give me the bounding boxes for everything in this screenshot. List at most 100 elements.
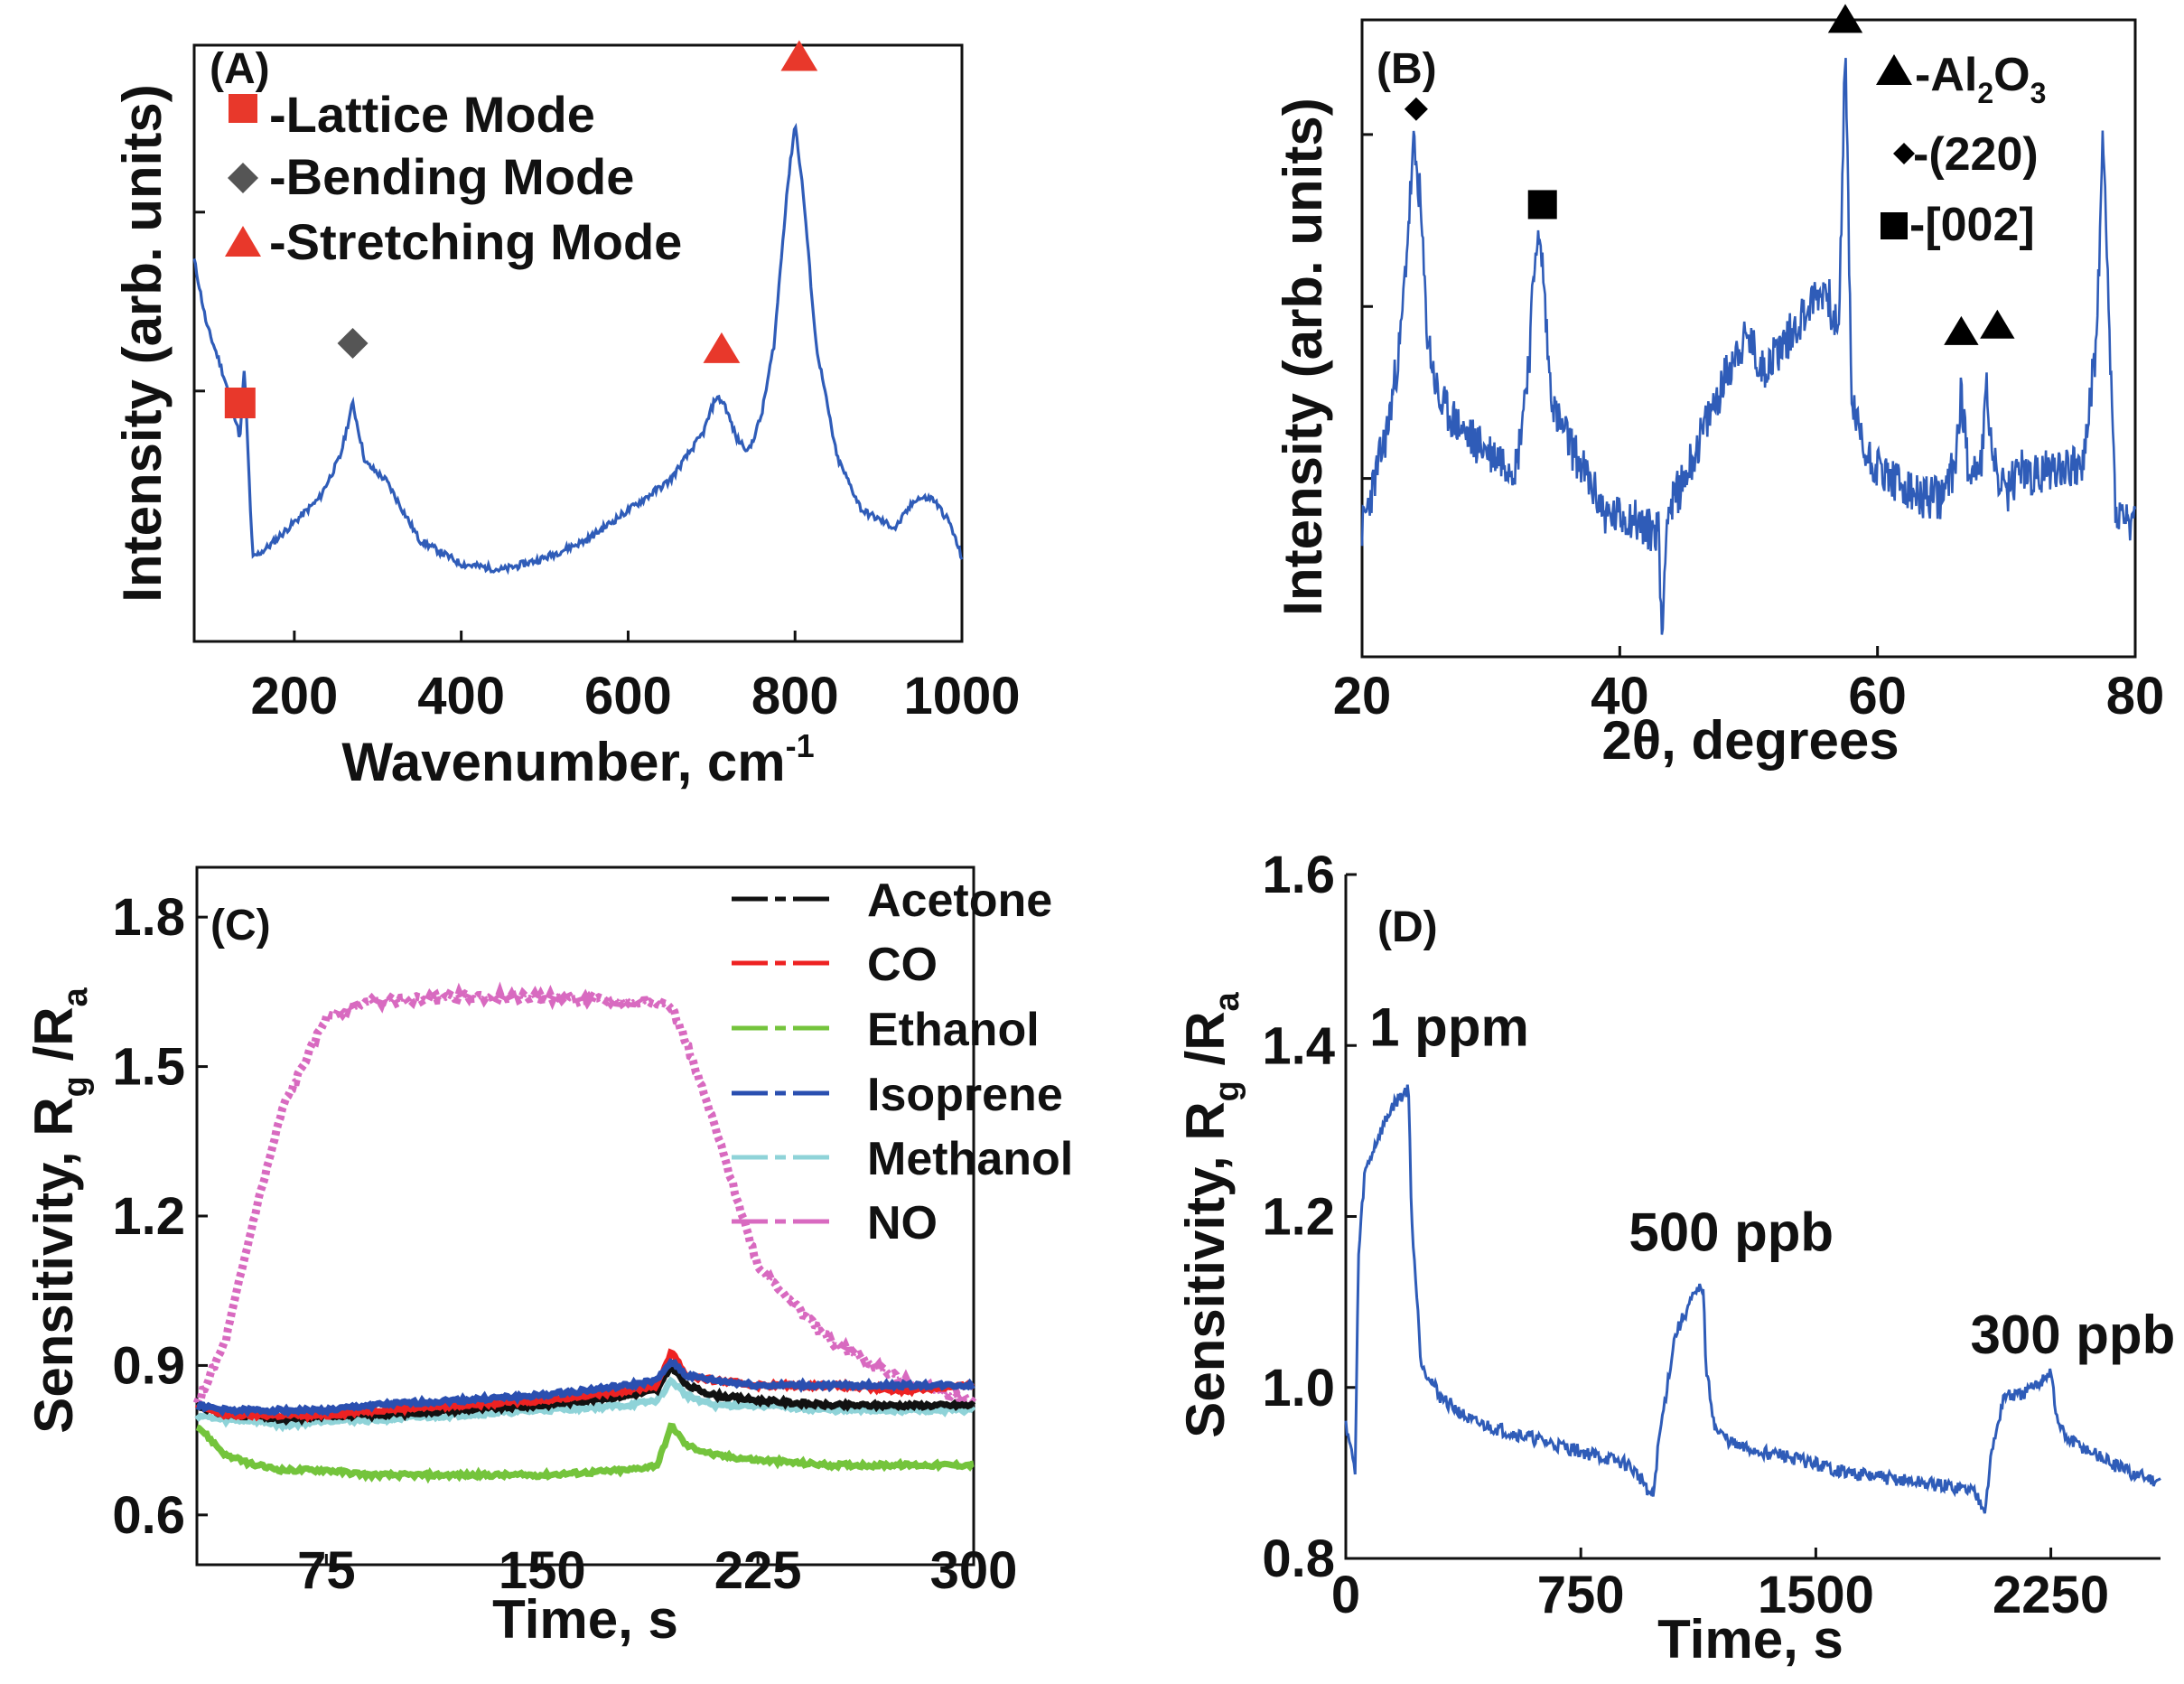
- panel-a-ylabel: Intensity (arb. units): [112, 84, 173, 602]
- panel-d-response: [1344, 1084, 2161, 1514]
- panel-b-xtick-label: 80: [2106, 667, 2165, 725]
- legend-diamond-marker: [228, 163, 258, 193]
- panel-b-ylabel: Intensity (arb. units): [1273, 98, 1333, 615]
- panel-d-label: (D): [1377, 903, 1438, 951]
- legend-methanol: Methanol: [867, 1133, 1073, 1185]
- legend-triangle-marker: [1876, 54, 1912, 85]
- panel-b-xrd-pattern: [1360, 58, 2137, 635]
- panel-d-xtick-label: 2250: [1993, 1566, 2109, 1624]
- panel-d-xtick-label: 1500: [1758, 1566, 1874, 1624]
- legend-bending-mode: -Bending Mode: [269, 148, 634, 205]
- panel-c-ytick-label: 1.5: [112, 1038, 185, 1097]
- panel-c-label: (C): [210, 902, 271, 950]
- panel-b-marker-triangle: [1827, 4, 1863, 33]
- legend-al2o3: -Al2O3: [1915, 49, 2046, 109]
- panel-a-spectrum: [192, 122, 964, 575]
- panel-b-frame: [1360, 18, 2137, 659]
- panel-a-marker-diamond: [337, 328, 369, 359]
- panel-b-xtick-label: 40: [1591, 667, 1649, 725]
- panel-a-ylabel-wrap: Intensity (arb. units): [112, 84, 173, 602]
- panel-d-ytick-label: 1.0: [1262, 1359, 1335, 1417]
- panel-a-xlabel: Wavenumber, cm-1: [341, 727, 814, 792]
- legend-al2o3-main: -Al: [1915, 49, 1977, 101]
- panel-c-legend: Acetone CO Ethanol Isoprene Methanol NO: [732, 875, 1073, 1249]
- panel-b-marker-square: [1527, 190, 1557, 220]
- panel-d-xlabel: Time, s: [1657, 1609, 1843, 1670]
- panel-a-xlabel-main: Wavenumber, cm: [341, 732, 785, 792]
- panel-a-xtick-label: 200: [250, 667, 338, 725]
- panel-c-series-isoprene: [195, 1358, 975, 1417]
- panel-c-series-ethanol: [195, 1422, 975, 1484]
- panel-b-xtick-label: 20: [1333, 667, 1392, 725]
- panel-b-peak-markers: [1404, 4, 2015, 345]
- legend-220: -(220): [1913, 128, 2039, 181]
- panel-a-frame: [192, 43, 964, 643]
- panel-c-xtick-label: 225: [714, 1541, 802, 1600]
- legend-acetone: Acetone: [867, 875, 1052, 927]
- panel-c: 75 150 225 300 0.6 0.9 1.2 1.5 1.8 (C) Acetone C…: [23, 865, 1073, 1650]
- panel-b-ylabel-wrap: Intensity (arb. units): [1273, 98, 1333, 615]
- panel-a-marker-square: [224, 388, 256, 418]
- panel-d-ytick-label: 0.8: [1262, 1530, 1335, 1588]
- legend-square-marker: [229, 94, 257, 123]
- panel-c-xtick-label: 75: [297, 1541, 356, 1600]
- legend-triangle-marker: [225, 226, 261, 257]
- panel-a-legend: -Lattice Mode -Bending Mode -Stretching …: [225, 86, 682, 270]
- panel-c-series: [192, 981, 977, 1484]
- panel-a-peak-markers: [224, 40, 818, 418]
- panel-d-ylabel-mid: /R: [1175, 1011, 1236, 1081]
- panel-b-marker-triangle: [1980, 309, 2015, 339]
- panel-b-marker-diamond: [1404, 97, 1428, 121]
- panel-d-ylabel-sub1: g: [1209, 1081, 1246, 1101]
- panel-d-ylabel-sub2: a: [1209, 991, 1246, 1011]
- panel-d-annotation: 1 ppm: [1369, 996, 1529, 1057]
- panel-d-ytick-label: 1.6: [1262, 846, 1335, 904]
- panel-a-xtick-label: 400: [417, 667, 505, 725]
- panel-c-ytick-label: 1.8: [112, 888, 185, 947]
- panel-d-ytick-label: 1.4: [1262, 1016, 1335, 1075]
- panel-d-ytick-label: 1.2: [1262, 1188, 1335, 1247]
- panel-a-label: (A): [210, 45, 270, 93]
- legend-no: NO: [867, 1197, 938, 1249]
- panel-b: 20 40 60 80 (B) -Al2O3 -(220) -[002] Intens…: [1273, 4, 2164, 771]
- panel-d-annotation: 300 ppb: [1970, 1305, 2175, 1365]
- panel-c-xlabel: Time, s: [492, 1589, 678, 1650]
- legend-al2o3-sub2: 3: [2030, 77, 2047, 109]
- panel-a-xlabel-sup: -1: [786, 727, 815, 764]
- panel-c-ylabel-sub2: a: [57, 987, 95, 1006]
- panel-c-ytick-label: 0.6: [112, 1486, 185, 1545]
- panel-a-xtick-label: 600: [584, 667, 672, 725]
- panel-b-ticks: 20 40 60 80: [1333, 133, 2165, 725]
- panel-a: 200 400 600 800 1000 (A) -Lattice Mode -Bend…: [112, 40, 1021, 792]
- panel-c-ylabel-mid: /R: [23, 1006, 84, 1076]
- panel-d-xtick-label: 0: [1331, 1566, 1360, 1624]
- panel-a-ticks: 200 400 600 800 1000: [194, 210, 1021, 725]
- panel-d-ylabel: Sensitivity, Rg /Ra: [1175, 991, 1246, 1437]
- panel-c-ytick-label: 1.2: [112, 1187, 185, 1246]
- panel-b-xlabel: 2θ, degrees: [1601, 710, 1899, 771]
- legend-al2o3-mid: O: [1993, 49, 2030, 101]
- panel-b-marker-triangle: [1944, 315, 1979, 345]
- panel-d: 0 750 1500 2250 0.8 1.0 1.2 1.4 1.6 1 ppm 500 ppb…: [1175, 846, 2175, 1670]
- legend-square-marker: [1881, 212, 1908, 239]
- panel-d-ylabel-main: Sensitivity, R: [1175, 1101, 1236, 1437]
- panel-c-ytick-label: 0.9: [112, 1336, 185, 1395]
- legend-co: CO: [867, 939, 938, 991]
- panel-c-ylabel: Sensitivity, Rg /Ra: [23, 987, 95, 1433]
- panel-d-ticks: 0 750 1500 2250 0.8 1.0 1.2 1.4 1.6: [1262, 846, 2109, 1624]
- panel-c-ylabel-wrap: Sensitivity, Rg /Ra: [23, 987, 95, 1433]
- panel-d-xtick-label: 750: [1537, 1566, 1625, 1624]
- panel-c-xtick-label: 300: [930, 1541, 1018, 1600]
- legend-002: -[002]: [1909, 199, 2035, 251]
- legend-diamond-marker: [1893, 143, 1915, 164]
- panel-c-ticks: 75 150 225 300 0.6 0.9 1.2 1.5 1.8: [112, 888, 1017, 1600]
- panel-c-frame: [195, 865, 975, 1567]
- panel-a-xtick-label: 1000: [903, 667, 1020, 725]
- panel-a-xtick-label: 800: [751, 667, 839, 725]
- panel-c-xtick-label: 150: [499, 1541, 586, 1600]
- panel-a-marker-triangle: [703, 332, 741, 363]
- panel-a-marker-triangle: [780, 40, 818, 71]
- panel-b-xtick-label: 60: [1848, 667, 1907, 725]
- panel-c-ylabel-main: Sensitivity, R: [23, 1097, 84, 1433]
